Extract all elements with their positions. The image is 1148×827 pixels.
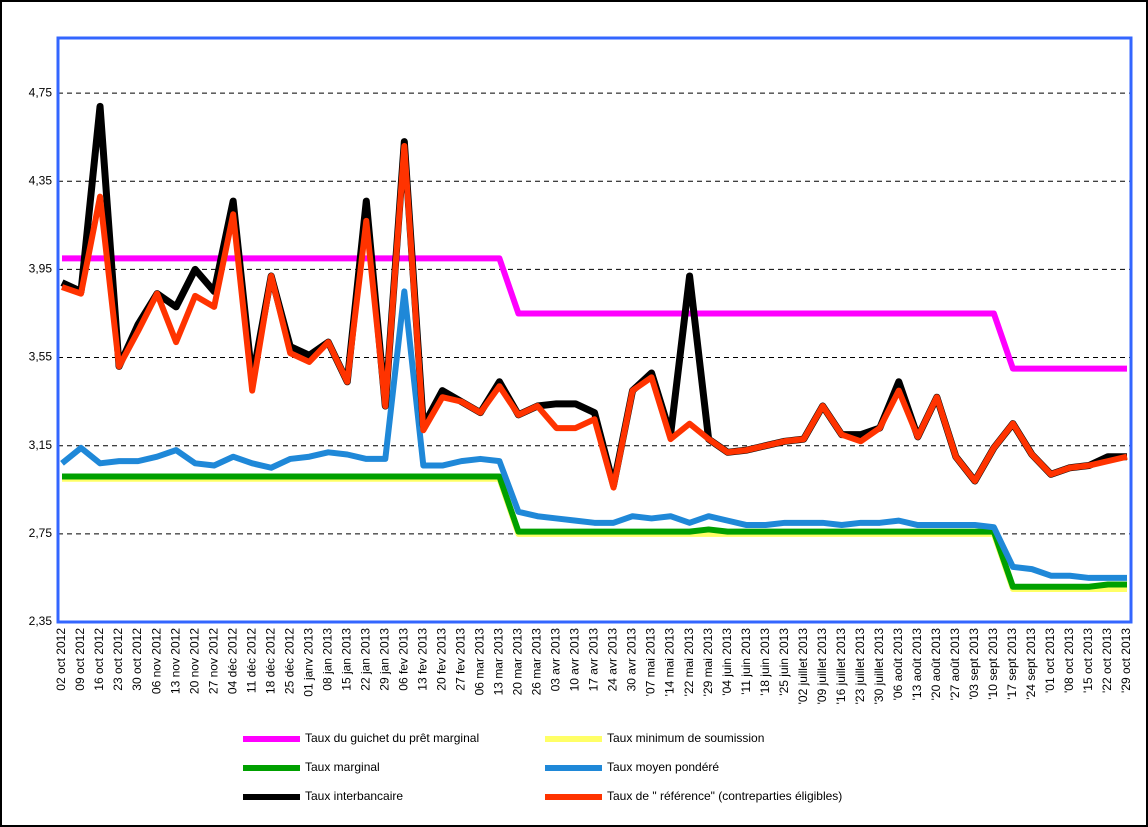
legend-label: Taux de " référence" (contreparties élig… xyxy=(607,789,842,803)
y-tick-label: 3,95 xyxy=(29,262,53,276)
legend-label: Taux interbancaire xyxy=(305,789,403,803)
x-tick-label: '06 août 2013 xyxy=(891,628,905,701)
x-tick-label: '15 oct 2013 xyxy=(1081,628,1095,693)
x-tick-label: 23 oct 2012 xyxy=(111,628,125,691)
x-tick-label: 20 mar 2013 xyxy=(511,628,525,696)
x-tick-label: '01 oct 2013 xyxy=(1043,628,1057,693)
x-tick-label: '23 juillet 2013 xyxy=(853,628,867,705)
legend-label: Taux marginal xyxy=(305,760,380,774)
x-tick-label: '24 sept 2013 xyxy=(1024,628,1038,700)
x-tick-label: '09 juillet 2013 xyxy=(815,628,829,705)
x-tick-label: 04 déc 2012 xyxy=(225,628,239,694)
x-tick-label: 16 oct 2012 xyxy=(92,628,106,691)
y-tick-label: 4,75 xyxy=(29,85,53,99)
x-tick-label: 29 jan 2013 xyxy=(377,628,391,691)
x-tick-label: '20 août 2013 xyxy=(929,628,943,701)
x-tick-label: '22 oct 2013 xyxy=(1100,628,1114,693)
x-tick-label: 25 déc 2012 xyxy=(282,628,296,694)
x-tick-label: '10 sept 2013 xyxy=(986,628,1000,700)
x-tick-label: 26 mar 2013 xyxy=(530,628,544,696)
y-tick-label: 4,35 xyxy=(29,173,53,187)
x-tick-label: 15 jan 2013 xyxy=(339,628,353,691)
y-tick-label: 3,15 xyxy=(29,438,53,452)
x-tick-label: 09 oct 2012 xyxy=(73,628,87,691)
series-line xyxy=(60,288,1127,581)
x-tick-label: '13 août 2013 xyxy=(910,628,924,701)
x-tick-label: 01 janv 2013 xyxy=(301,628,315,697)
x-tick-label: '04 juin 2013 xyxy=(720,628,734,696)
x-tick-label: 06 mar 2013 xyxy=(473,628,487,696)
x-tick-label: 30 oct 2012 xyxy=(130,628,144,691)
x-tick-label: '25 juin 2013 xyxy=(777,628,791,696)
x-tick-label: 11 déc 2012 xyxy=(244,628,258,693)
x-tick-label: '07 mai 2013 xyxy=(644,628,658,697)
x-tick-label: 06 fev 2013 xyxy=(396,628,410,691)
x-tick-label: 30 avr 2013 xyxy=(625,628,639,692)
x-tick-label: '17 sept 2013 xyxy=(1005,628,1019,700)
x-tick-label: '22 mai 2013 xyxy=(682,628,696,697)
y-tick-label: 3,55 xyxy=(29,350,53,364)
x-tick-label: 13 fev 2013 xyxy=(416,628,430,691)
x-tick-label: 06 nov 2012 xyxy=(149,628,163,694)
x-tick-label: 20 nov 2012 xyxy=(187,628,201,694)
x-tick-label: 10 avr 2013 xyxy=(568,628,582,692)
x-tick-label: '16 juillet 2013 xyxy=(834,628,848,705)
x-tick-label: '30 juillet 2013 xyxy=(872,628,886,705)
legend-label: Taux minimum de soumission xyxy=(607,731,764,745)
y-tick-label: 2,35 xyxy=(29,614,53,628)
x-tick-label: '27 août 2013 xyxy=(948,628,962,701)
series-line xyxy=(61,142,1128,491)
plot-area xyxy=(58,92,1131,623)
series-line xyxy=(62,473,1127,590)
x-tick-label: '18 juin 2013 xyxy=(758,628,772,696)
x-tick-label: 17 avr 2013 xyxy=(587,628,601,692)
legend: Taux du guichet du prêt marginal Taux min… xyxy=(243,731,842,803)
x-tick-label: '29 oct 2013 xyxy=(1119,628,1133,693)
x-tick-label: 20 fev 2013 xyxy=(435,628,449,691)
x-tick-label: 22 jan 2013 xyxy=(358,628,372,691)
x-tick-label: '14 mai 2013 xyxy=(663,628,677,697)
x-tick-label: '11 juin 2013 xyxy=(739,628,753,695)
x-tick-label: '02 juillet 2013 xyxy=(796,628,810,705)
x-tick-label: '08 oct 2013 xyxy=(1062,628,1076,693)
x-tick-label: 13 mar 2013 xyxy=(492,628,506,696)
x-tick-label: 13 nov 2012 xyxy=(168,628,182,694)
x-tick-label: 18 déc 2012 xyxy=(263,628,277,694)
plot-border xyxy=(56,36,1133,624)
x-tick-label: 27 fev 2013 xyxy=(454,628,468,691)
x-tick-label: '29 mai 2013 xyxy=(701,628,715,697)
x-tick-label: 08 jan 2013 xyxy=(320,628,334,691)
x-tick-label: 24 avr 2013 xyxy=(606,628,620,692)
legend-label: Taux moyen pondéré xyxy=(607,760,719,774)
x-tick-label: 27 nov 2012 xyxy=(206,628,220,694)
legend-label: Taux du guichet du prêt marginal xyxy=(305,731,479,745)
x-tick-label: 02 oct 2012 xyxy=(54,628,68,691)
y-tick-label: 2,75 xyxy=(29,526,53,540)
x-tick-label: '03 sept 2013 xyxy=(967,628,981,700)
x-tick-label: 03 avr 2013 xyxy=(549,628,563,692)
